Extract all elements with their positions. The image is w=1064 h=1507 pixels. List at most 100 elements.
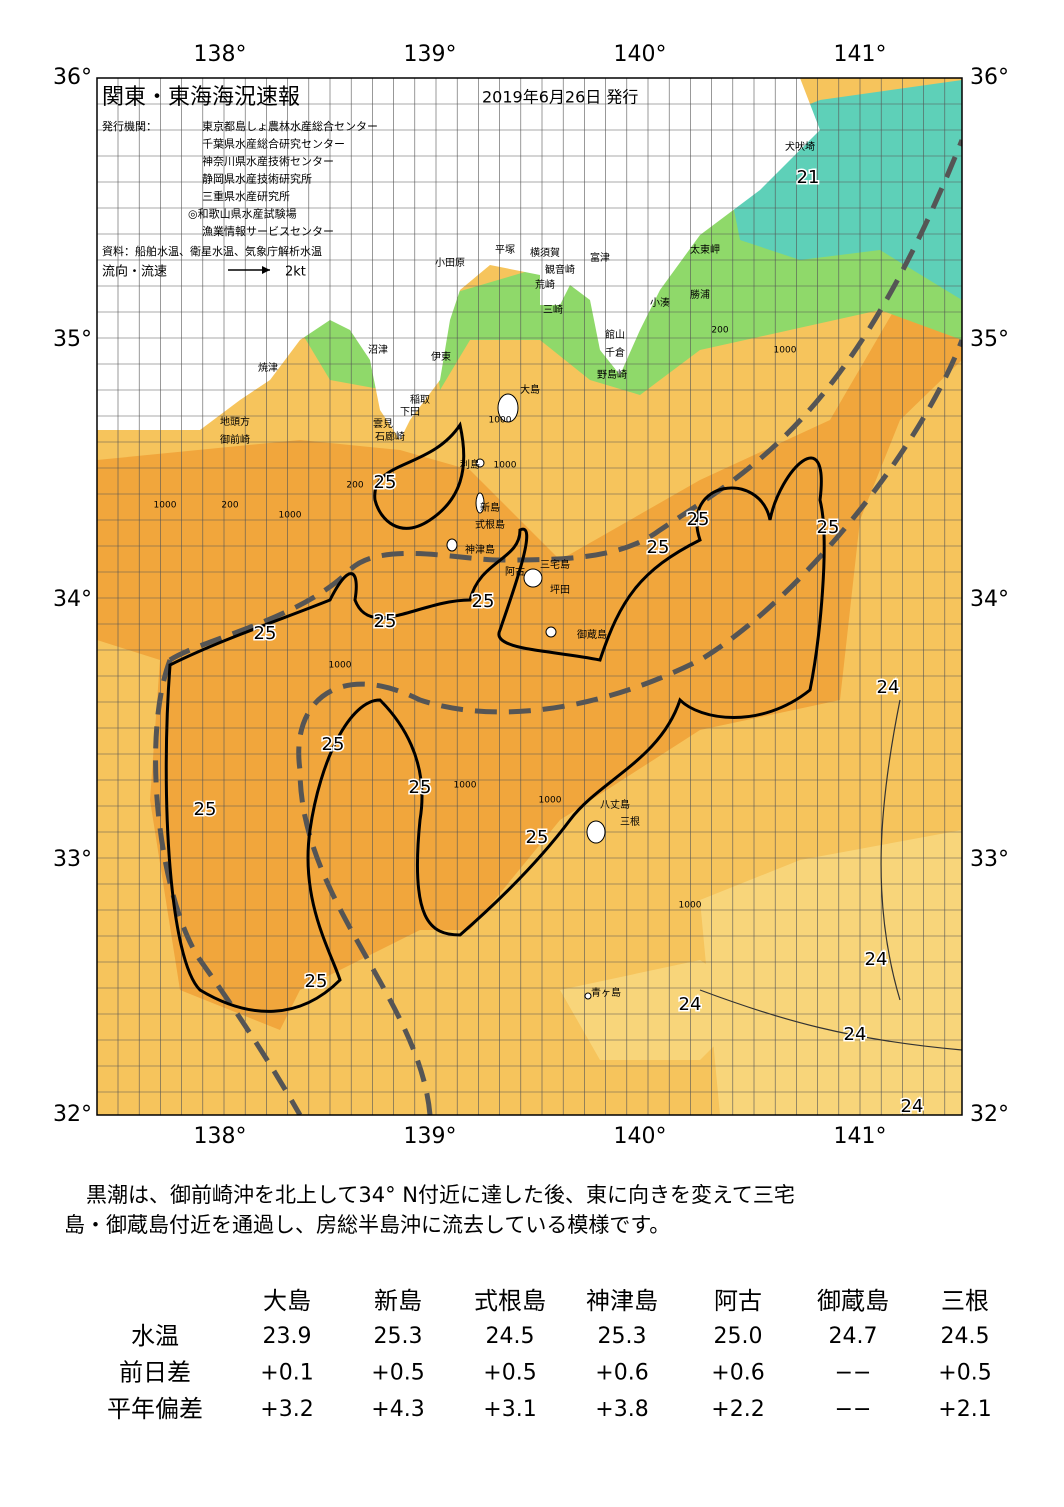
isotherm-24 bbox=[699, 699, 962, 1051]
place-label: 新島 bbox=[480, 501, 500, 514]
place-label: 勝浦 bbox=[690, 288, 710, 301]
row-label: 平年偏差 bbox=[107, 1395, 203, 1423]
contour-label: 24 bbox=[679, 994, 702, 1015]
table-cell: −− bbox=[835, 1361, 872, 1386]
summary-line: 黒潮は、御前崎沖を北上して34° N付近に達した後、東に向きを変えて三宅 bbox=[86, 1183, 795, 1207]
contour-label: 25 bbox=[472, 591, 495, 612]
place-label: 館山 bbox=[605, 328, 625, 341]
place-label: 富津 bbox=[590, 251, 610, 264]
depth-label: 200 bbox=[711, 326, 728, 336]
place-label: 犬吠埼 bbox=[785, 140, 815, 153]
source: 資料：船舶水温、衛星水温、気象庁解析水温 bbox=[102, 244, 322, 258]
depth-label: 1000 bbox=[279, 511, 302, 521]
table-cell: +2.1 bbox=[938, 1397, 991, 1422]
isotherm-25 bbox=[164, 421, 826, 1013]
depth-label: 200 bbox=[221, 501, 238, 511]
place-label: 荒崎 bbox=[535, 278, 555, 291]
place-label: 太東岬 bbox=[690, 243, 720, 256]
publisher: 三重県水産研究所 bbox=[202, 189, 290, 203]
place-label: 利島 bbox=[460, 458, 480, 471]
longitude-label: 138° bbox=[194, 1124, 247, 1149]
table-cell: +0.5 bbox=[483, 1361, 536, 1386]
longitude-label: 140° bbox=[614, 42, 667, 67]
depth-label: 1000 bbox=[774, 346, 797, 356]
table-cell: +0.6 bbox=[711, 1361, 764, 1386]
publisher: 神奈川県水産技術センター bbox=[202, 154, 334, 168]
publisher-label: 発行機関： bbox=[102, 119, 157, 133]
latitude-label: 35° bbox=[53, 327, 92, 352]
place-label: 伊東 bbox=[431, 350, 451, 363]
place-label: 観音崎 bbox=[545, 263, 575, 276]
place-label: 小湊 bbox=[650, 296, 670, 309]
contour-label: 24 bbox=[865, 949, 888, 970]
contour-label: 25 bbox=[254, 623, 277, 644]
contour-label: 21 bbox=[797, 167, 820, 188]
publishers: 東京都島しょ農林水産総合センター千葉県水産総合研究センター神奈川県水産技術センタ… bbox=[188, 119, 378, 238]
depth-label: 1000 bbox=[454, 781, 477, 791]
latitude-label: 33° bbox=[970, 847, 1009, 872]
longitude-label: 141° bbox=[834, 1124, 887, 1149]
latitude-label: 33° bbox=[53, 847, 92, 872]
publisher: 静岡県水産技術研究所 bbox=[202, 172, 312, 186]
longitude-label: 139° bbox=[404, 42, 457, 67]
place-label: 大島 bbox=[520, 383, 540, 396]
column-header: 阿古 bbox=[714, 1287, 762, 1315]
place-label: 式根島 bbox=[475, 518, 505, 531]
column-header: 御蔵島 bbox=[817, 1287, 889, 1315]
contour-label: 25 bbox=[305, 971, 328, 992]
table-cell: +4.3 bbox=[371, 1397, 424, 1422]
place-label: 横須賀 bbox=[530, 246, 560, 259]
contour-label: 25 bbox=[526, 827, 549, 848]
latitude-label: 32° bbox=[970, 1102, 1009, 1127]
table-cell: 23.9 bbox=[263, 1324, 312, 1349]
depth-label: 1000 bbox=[329, 661, 352, 671]
latitude-label: 36° bbox=[53, 65, 92, 90]
table-cell: +0.1 bbox=[260, 1361, 313, 1386]
place-label: 三宅島 bbox=[540, 558, 570, 571]
longitude-label: 139° bbox=[404, 1124, 457, 1149]
place-label: 青ヶ島 bbox=[591, 986, 621, 999]
publisher: 千葉県水産総合研究センター bbox=[202, 137, 345, 151]
legend-arrowhead bbox=[262, 266, 270, 274]
table-cell: +3.2 bbox=[260, 1397, 313, 1422]
contour-label: 24 bbox=[844, 1024, 867, 1045]
place-label: 沼津 bbox=[368, 343, 388, 356]
latitude-label: 32° bbox=[53, 1102, 92, 1127]
summary-line: 島・御蔵島付近を通過し、房総半島沖に流去している模様です。 bbox=[64, 1213, 670, 1237]
column-header: 新島 bbox=[374, 1287, 422, 1315]
place-label: 小田原 bbox=[435, 257, 465, 269]
publisher: 漁業情報サービスセンター bbox=[202, 224, 334, 238]
contour-label: 25 bbox=[647, 537, 670, 558]
row-label: 水温 bbox=[131, 1322, 179, 1350]
place-label: 三根 bbox=[620, 815, 640, 828]
contour-label: 25 bbox=[374, 472, 397, 493]
contour-label: 24 bbox=[901, 1096, 924, 1117]
depth-label: 1000 bbox=[154, 501, 177, 511]
place-label: 三崎 bbox=[543, 303, 563, 316]
publisher: 東京都島しょ農林水産総合センター bbox=[202, 119, 378, 133]
contour-label: 25 bbox=[322, 734, 345, 755]
table-cell: +2.2 bbox=[711, 1397, 764, 1422]
title: 関東・東海海況速報 bbox=[102, 85, 300, 110]
depth-label: 1000 bbox=[489, 416, 512, 426]
place-label: 御蔵島 bbox=[577, 628, 607, 641]
table-cell: +3.1 bbox=[483, 1397, 536, 1422]
table-cell: +0.5 bbox=[938, 1361, 991, 1386]
map-frame bbox=[96, 77, 963, 1116]
latitude-label: 34° bbox=[970, 587, 1009, 612]
contour-label: 25 bbox=[817, 517, 840, 538]
place-label: 阿古 bbox=[505, 565, 525, 578]
contour-label: 25 bbox=[374, 611, 397, 632]
place-label: 石廊崎 bbox=[375, 430, 405, 443]
place-label: 神津島 bbox=[465, 543, 495, 556]
column-header: 大島 bbox=[263, 1287, 311, 1315]
depth-label: 1000 bbox=[539, 796, 562, 806]
column-header: 神津島 bbox=[586, 1287, 658, 1315]
warm-water bbox=[97, 200, 962, 1030]
place-label: 焼津 bbox=[258, 362, 278, 374]
land bbox=[97, 78, 820, 440]
table-cell: 25.0 bbox=[714, 1324, 763, 1349]
longitude-label: 140° bbox=[614, 1124, 667, 1149]
kuroshio-north-edge bbox=[168, 139, 962, 663]
